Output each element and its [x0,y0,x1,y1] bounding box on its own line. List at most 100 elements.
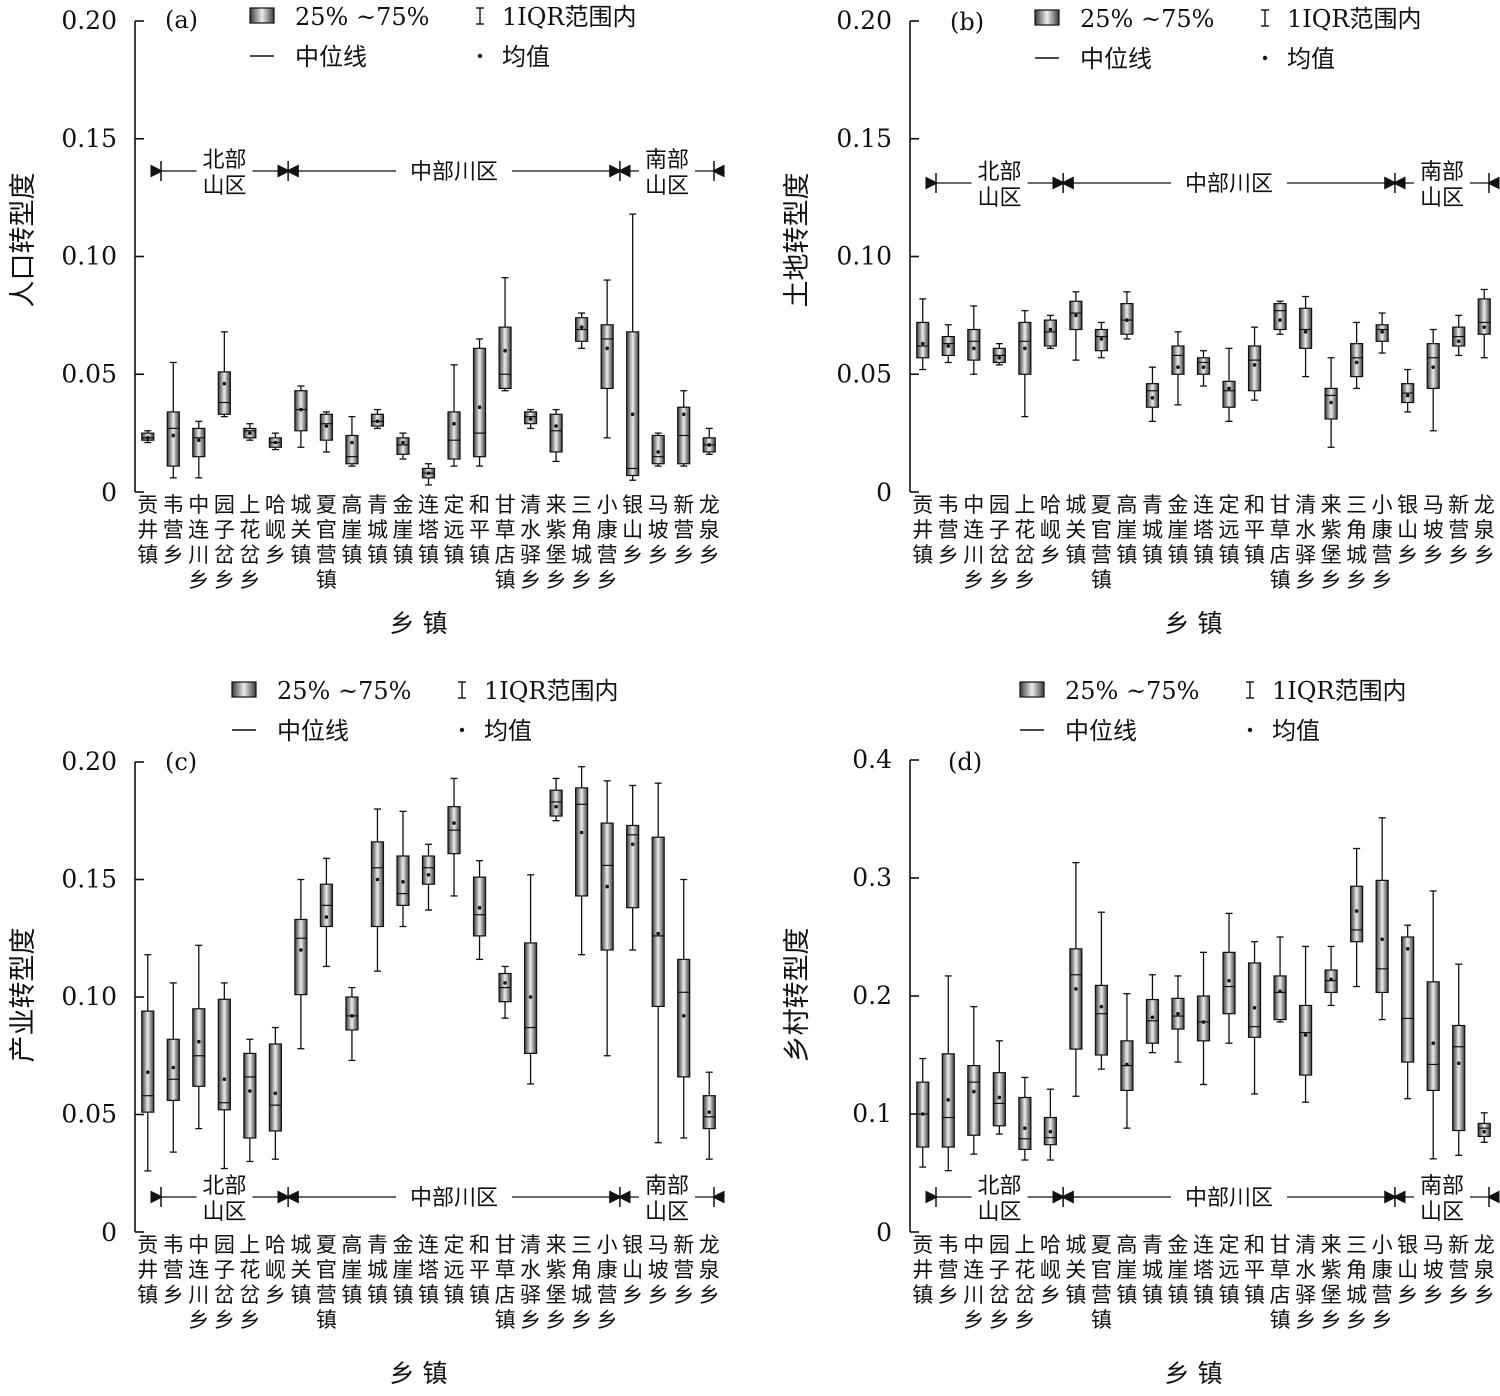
x-category-char: 定 [444,1233,465,1257]
x-category-char: 店 [1270,543,1291,567]
x-category-label: 韦营乡 [938,493,959,567]
x-category-label: 城关镇 [290,1233,311,1307]
x-category-label: 龙泉乡 [1474,1233,1495,1307]
x-category-char: 连 [418,1233,439,1257]
mean-dot [1150,1015,1155,1020]
x-category-char: 崖 [392,1258,413,1282]
box-16 [1324,945,1338,1007]
x-category-label: 来紫堡乡 [546,1233,567,1332]
iqr-box [575,787,589,897]
x-category-label: 园子岔乡 [214,1233,235,1332]
x-category-char: 小 [1372,493,1393,517]
x-category-char: 乡 [239,568,260,592]
box-18 [1375,817,1389,1021]
box-2 [192,944,206,1130]
mean-dot [1278,318,1282,322]
x-category-char: 营 [673,518,694,542]
x-category-char: 镇 [392,1283,413,1307]
box-9 [370,808,385,972]
mean-dot [946,1098,951,1102]
region-north-label: 山区 [978,186,1022,211]
x-category-label: 清水驿乡 [520,1233,541,1332]
box-1 [166,982,180,1153]
x-category-label: 贡井镇 [137,493,158,567]
mean-dot [1456,339,1461,344]
x-category-char: 三 [571,1233,592,1257]
x-axis-label: 乡 镇 [1165,609,1223,638]
mean-dot [426,873,431,877]
x-category-char: 子 [214,1258,235,1282]
mean-dot [656,450,660,454]
box-4 [243,1038,257,1163]
x-category-char: 城 [367,1258,388,1282]
mean-dot [1099,337,1104,341]
x-category-label: 连塔镇 [418,493,439,567]
x-category-char: 山 [622,518,643,542]
mean-dot [528,417,533,421]
x-category-char: 营 [316,1283,337,1307]
x-category-char: 镇 [341,543,362,567]
x-category-char: 马 [648,493,669,517]
x-category-label: 小康营乡 [1372,1233,1393,1332]
x-category-char: 镇 [418,1283,439,1307]
x-category-char: 乡 [622,543,643,567]
x-category-char: 中 [188,493,209,517]
x-category-char: 堡 [1321,1283,1342,1307]
mean-dot [605,884,609,889]
x-category-char: 岘 [265,518,286,542]
x-category-char: 镇 [444,543,465,567]
box-15 [523,408,538,430]
x-category-char: 韦 [938,493,959,517]
x-category-char: 三 [1346,493,1367,517]
x-category-label: 哈岘乡 [1040,493,1061,567]
box-15 [1298,945,1313,1103]
x-category-char: 乡 [938,543,959,567]
iqr-box [1018,1096,1032,1150]
x-category-char: 岔 [214,1283,235,1307]
legend-mean-swatch [477,53,483,59]
iqr-box [1298,307,1313,349]
x-category-char: 镇 [316,568,337,592]
box-4 [1018,1076,1032,1161]
iqr-box [1350,885,1364,943]
mean-dot [1252,1006,1257,1010]
mean-dot [248,1089,252,1093]
x-category-char: 镇 [469,1283,490,1307]
box-12 [1222,347,1236,423]
box-6 [294,878,308,1050]
iqr-box [1452,1024,1466,1132]
iqr-box [1094,984,1109,1056]
x-category-char: 崖 [1167,1258,1188,1282]
box-0 [141,430,155,444]
x-category-char: 哈 [1040,493,1061,517]
x-category-char: 来 [1321,493,1342,517]
x-category-char: 井 [912,518,933,542]
y-tick-label: 0.15 [61,865,117,894]
x-category-label: 园子岔乡 [989,1233,1010,1332]
x-category-char: 镇 [1091,1308,1112,1332]
x-category-char: 金 [392,1233,413,1257]
x-category-char: 镇 [469,543,490,567]
x-category-label: 小康营乡 [1372,493,1393,592]
box-7 [319,857,334,968]
region-north-label: 山区 [978,1200,1022,1225]
x-category-char: 上 [239,1233,260,1257]
region-north-label: 山区 [203,1200,247,1225]
x-category-char: 园 [989,493,1010,517]
box-14 [1273,936,1287,1023]
box-2 [192,420,206,479]
x-category-label: 上花岔乡 [1014,493,1035,592]
legend-mean-swatch [1262,55,1268,61]
mean-dot [1227,978,1231,983]
x-category-label: 来紫堡乡 [546,493,567,592]
mean-dot [375,419,380,424]
x-category-char: 马 [1423,1233,1444,1257]
y-tick-label: 0.1 [852,1099,892,1128]
iqr-box [192,427,206,458]
x-category-label: 清水驿乡 [1295,493,1316,592]
chart-panel-a: 00.050.100.150.20人口转型度(a)贡井镇韦营乡中连川乡园子岔乡上… [8,3,725,638]
iqr-box [217,998,231,1111]
